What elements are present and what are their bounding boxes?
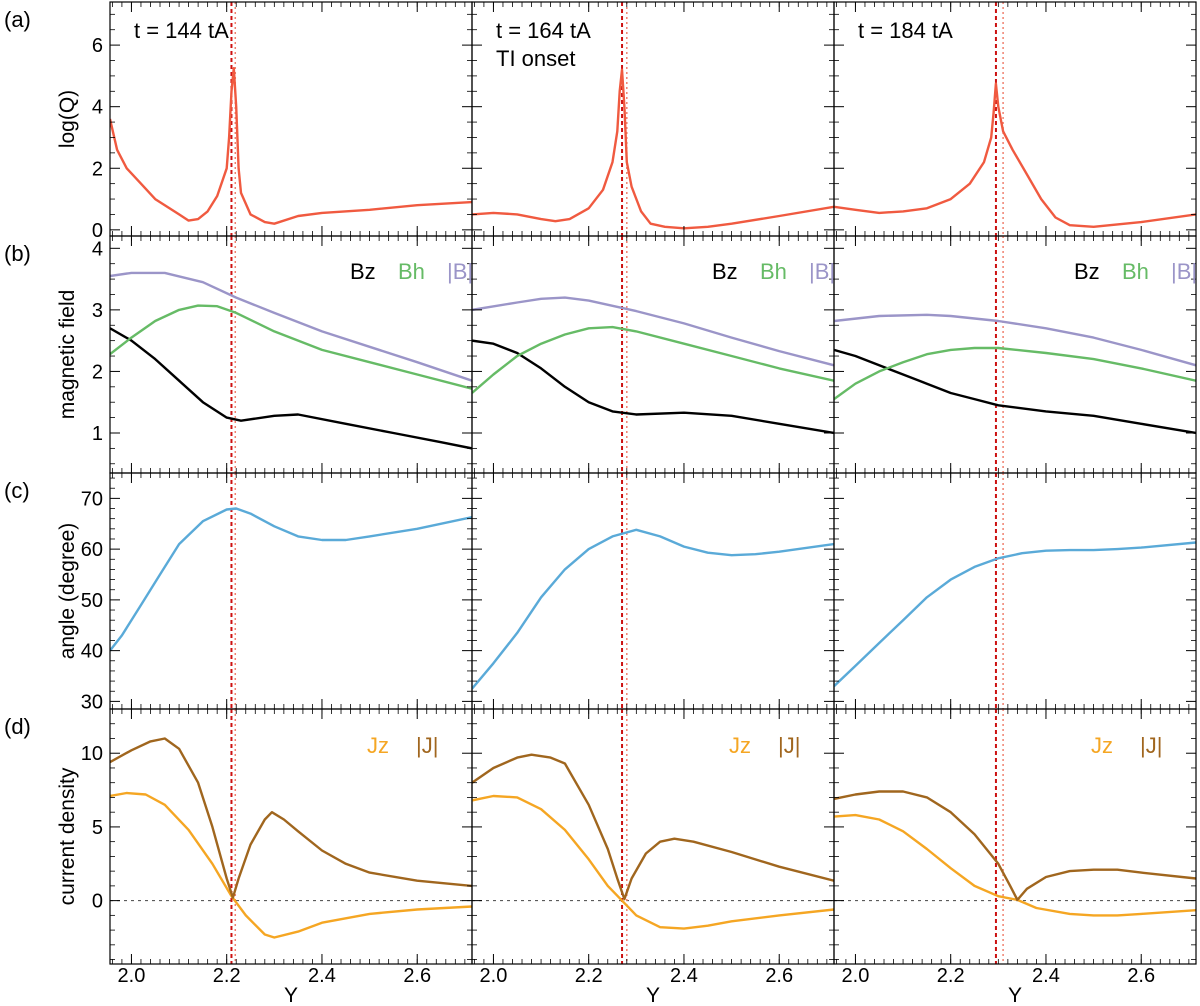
series-line-abs-babs [472, 296, 834, 367]
legend-label-field: Bh [398, 259, 425, 284]
panel-label: (a) [4, 7, 31, 32]
legend-label-current: |J| [1140, 733, 1162, 758]
y-tick-label: 0 [92, 891, 103, 913]
series-line-bh [472, 325, 834, 394]
series-line-bz [110, 327, 472, 450]
legend-label-field: |B| [447, 259, 473, 284]
x-axis-label: Y [284, 984, 298, 1006]
series-line-abs-babs [110, 271, 472, 382]
y-axis-label: current density [56, 767, 79, 905]
legend-label-field: Bz [712, 259, 738, 284]
legend-label-current: Jz [367, 733, 389, 758]
series-line-abs-jabs [834, 790, 1196, 902]
x-tick-label: 2.6 [765, 965, 793, 987]
y-axis-label: angle (degree) [56, 523, 79, 660]
legend-label-field: Bz [1074, 259, 1100, 284]
panel-frame [471, 472, 835, 710]
series-line-logq [472, 68, 834, 230]
series-line-logq [110, 67, 472, 225]
time-label: t = 164 tA [496, 18, 591, 43]
x-tick-label: 2.0 [480, 965, 508, 987]
x-tick-label: 2.6 [1127, 965, 1155, 987]
y-tick-label: 10 [81, 743, 103, 765]
panel-label: (c) [4, 478, 30, 503]
panel-a-col-2 [471, 1, 835, 237]
series-line-jz [110, 791, 472, 939]
series-line-angle [834, 541, 1196, 688]
x-tick-label: 2.4 [670, 965, 698, 987]
legend-label-current: |J| [778, 733, 800, 758]
legend-label-current: Jz [729, 733, 751, 758]
x-tick-label: 2.2 [213, 965, 241, 987]
y-tick-label: 5 [92, 817, 103, 839]
panel-label: (d) [4, 714, 31, 739]
x-tick-label: 2.6 [403, 965, 431, 987]
panel-c-col-3 [833, 472, 1197, 710]
time-label: t = 184 tA [858, 18, 953, 43]
legend-label-field: |B| [809, 259, 835, 284]
y-tick-label: 3 [92, 300, 103, 322]
series-line-jz [472, 794, 834, 930]
series-line-abs-jabs [110, 737, 472, 899]
panel-frame [109, 472, 473, 710]
x-tick-label: 2.0 [842, 965, 870, 987]
y-tick-label: 40 [81, 641, 103, 663]
legend-label-field: |B| [1171, 259, 1197, 284]
series-line-angle [472, 528, 834, 690]
series-line-bh [110, 304, 472, 390]
y-tick-label: 50 [81, 590, 103, 612]
x-tick-label: 2.2 [937, 965, 965, 987]
panel-d-col-3 [833, 708, 1197, 965]
series-line-abs-babs [834, 313, 1196, 367]
series-line-bz [834, 348, 1196, 435]
legend-label-field: Bh [1122, 259, 1149, 284]
y-tick-label: 2 [92, 361, 103, 383]
legend-label-field: Bh [760, 259, 787, 284]
y-tick-label: 4 [92, 238, 103, 260]
x-tick-label: 2.0 [118, 965, 146, 987]
y-tick-label: 60 [81, 539, 103, 561]
series-line-abs-jabs [472, 753, 834, 901]
y-tick-label: 0 [92, 220, 103, 242]
x-axis-label: Y [1008, 984, 1022, 1006]
y-tick-label: 1 [92, 423, 103, 445]
x-axis-label: Y [646, 984, 660, 1006]
panel-frame [833, 708, 1197, 965]
panel-frame [833, 472, 1197, 710]
panel-d-col-2 [471, 708, 835, 965]
y-tick-label: 30 [81, 691, 103, 713]
panel-c-col-2 [471, 472, 835, 710]
legend-label-field: Bz [350, 259, 376, 284]
x-tick-label: 2.2 [575, 965, 603, 987]
x-tick-label: 2.4 [1032, 965, 1060, 987]
y-tick-label: 6 [92, 35, 103, 57]
x-tick-label: 2.4 [308, 965, 336, 987]
series-line-jz [834, 813, 1196, 917]
series-line-bz [472, 339, 834, 435]
onset-label: TI onset [496, 46, 575, 71]
legend-label-current: Jz [1091, 733, 1113, 758]
y-tick-label: 70 [81, 488, 103, 510]
y-axis-label: magnetic field [56, 290, 79, 420]
panel-label: (b) [4, 241, 31, 266]
time-label: t = 144 tA [134, 18, 229, 43]
panel-b-col-3 [833, 235, 1197, 474]
legend-label-current: |J| [416, 733, 438, 758]
series-line-logq [834, 82, 1196, 228]
series-line-bh [834, 346, 1196, 401]
y-axis-label: log(Q) [56, 90, 79, 148]
panel-c-col-1 [109, 472, 473, 710]
y-tick-label: 4 [92, 97, 103, 119]
series-line-angle [110, 507, 472, 652]
y-tick-label: 2 [92, 158, 103, 180]
